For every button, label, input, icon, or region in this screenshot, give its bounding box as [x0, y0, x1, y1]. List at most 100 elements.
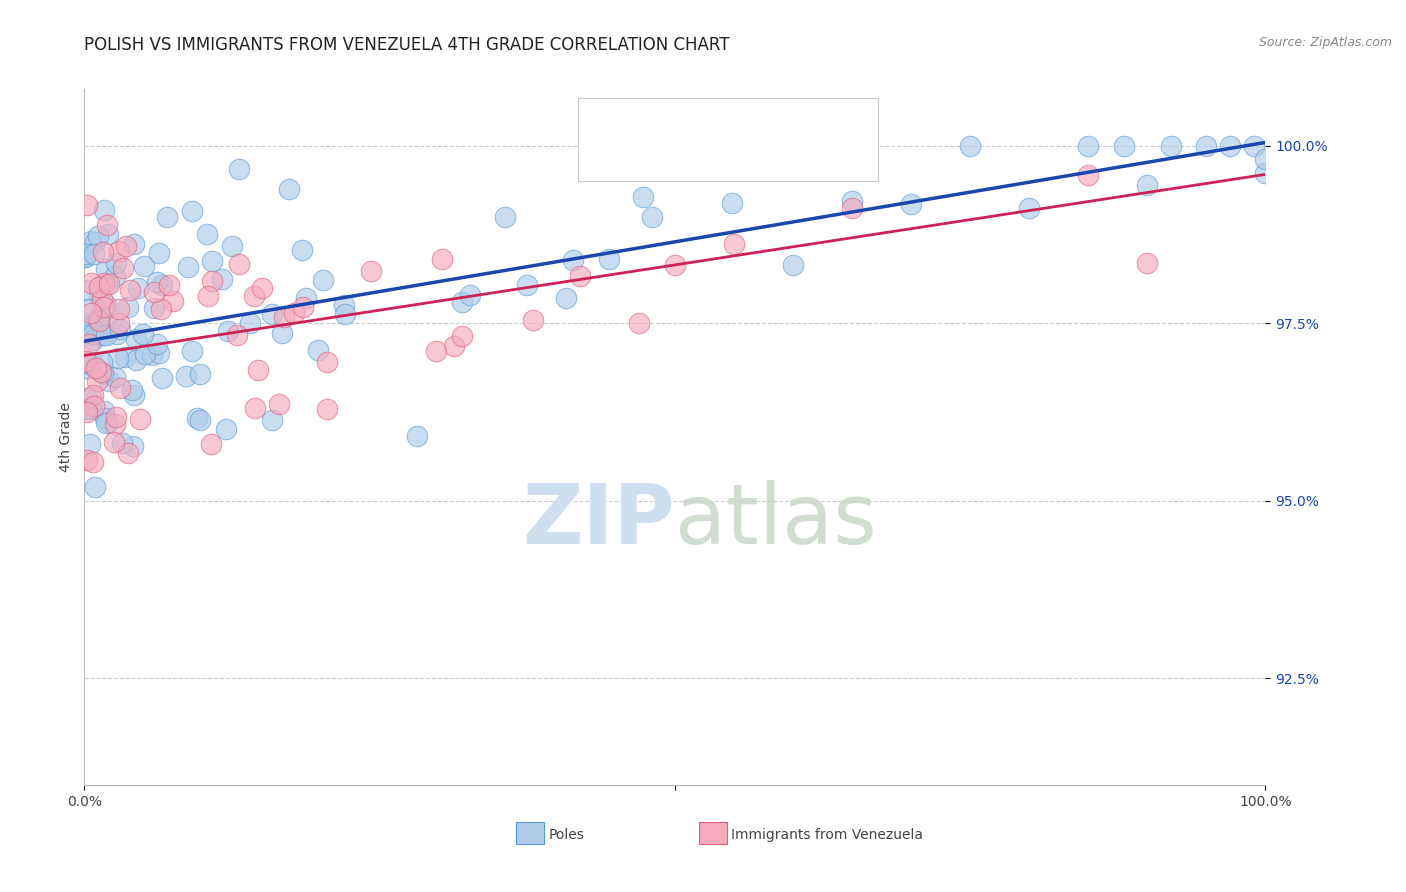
Text: R = 0.545    N = 124: R = 0.545 N = 124: [621, 114, 794, 129]
Point: [200, 437, 222, 451]
Point: [142, 285, 165, 299]
Point: [87, 229, 110, 244]
Text: Source: ZipAtlas.com: Source: ZipAtlas.com: [1258, 36, 1392, 49]
Point: [93, 366, 115, 380]
Point: [117, 300, 139, 314]
Point: [134, 347, 156, 361]
Point: [215, 421, 238, 435]
Point: [82, 355, 104, 369]
Point: [80, 234, 103, 248]
Point: [569, 268, 592, 283]
Point: [1219, 139, 1241, 153]
Text: POLISH VS IMMIGRANTS FROM VENEZUELA 4TH GRADE CORRELATION CHART: POLISH VS IMMIGRANTS FROM VENEZUELA 4TH …: [84, 36, 730, 54]
Y-axis label: 4th Grade: 4th Grade: [59, 402, 73, 472]
Text: Poles: Poles: [548, 828, 585, 842]
Point: [201, 253, 224, 268]
Point: [127, 281, 149, 295]
Point: [1136, 256, 1159, 270]
Point: [1254, 152, 1277, 166]
Point: [180, 344, 202, 359]
Point: [195, 227, 218, 241]
Point: [316, 355, 339, 369]
Point: [97, 277, 120, 292]
Point: [460, 287, 482, 301]
Point: [273, 310, 295, 324]
Point: [250, 281, 273, 295]
Point: [108, 301, 131, 316]
Point: [157, 277, 180, 292]
Point: [75, 356, 97, 370]
Point: [80, 276, 103, 290]
Point: [425, 343, 447, 358]
Point: [186, 411, 208, 425]
Point: [91, 328, 114, 343]
Point: [96, 277, 118, 291]
Point: [1018, 201, 1040, 215]
Point: [148, 346, 170, 360]
Point: [103, 435, 125, 450]
Point: [105, 410, 128, 425]
Point: [648, 139, 671, 153]
Point: [75, 353, 97, 368]
Point: [108, 380, 131, 394]
Point: [132, 326, 155, 341]
Point: [260, 413, 283, 427]
Point: [243, 289, 266, 303]
Point: [188, 413, 211, 427]
Point: [76, 405, 98, 419]
Point: [148, 245, 170, 260]
Point: [87, 314, 110, 328]
Point: [73, 327, 96, 342]
Point: [124, 236, 146, 251]
Point: [77, 337, 100, 351]
Point: [125, 333, 148, 347]
Point: [83, 399, 105, 413]
Point: [93, 300, 115, 314]
Point: [86, 374, 108, 388]
Point: [149, 301, 172, 316]
Point: [1160, 139, 1182, 153]
Point: [312, 273, 335, 287]
Point: [1077, 139, 1099, 153]
Point: [516, 277, 538, 292]
Point: [93, 404, 115, 418]
Point: [1254, 166, 1277, 180]
Point: [177, 260, 200, 274]
Point: [333, 307, 356, 321]
Point: [197, 289, 219, 303]
Point: [94, 328, 117, 343]
Point: [96, 261, 118, 276]
Point: [105, 327, 128, 342]
Point: [181, 204, 204, 219]
Text: ZIP: ZIP: [523, 480, 675, 561]
Point: [291, 300, 314, 314]
Point: [134, 259, 156, 273]
Point: [451, 295, 474, 310]
Point: [96, 218, 118, 232]
Point: [283, 306, 305, 320]
Point: [76, 284, 98, 298]
Point: [450, 328, 472, 343]
Point: [96, 416, 118, 430]
Point: [247, 363, 270, 377]
Point: [129, 412, 152, 426]
Point: [841, 202, 863, 216]
Text: Immigrants from Venezuela: Immigrants from Venezuela: [731, 828, 924, 842]
Point: [723, 236, 745, 251]
Point: [103, 269, 125, 284]
Point: [77, 357, 100, 371]
Point: [80, 306, 103, 320]
Point: [104, 255, 127, 269]
Point: [226, 327, 249, 342]
Point: [333, 298, 356, 312]
Point: [87, 280, 110, 294]
Point: [211, 272, 233, 286]
Point: [91, 293, 114, 307]
Point: [97, 415, 120, 429]
Point: [79, 437, 101, 451]
Point: [555, 291, 578, 305]
Point: [97, 309, 120, 323]
Point: [91, 244, 114, 259]
Point: [87, 311, 110, 326]
Point: [87, 318, 110, 333]
